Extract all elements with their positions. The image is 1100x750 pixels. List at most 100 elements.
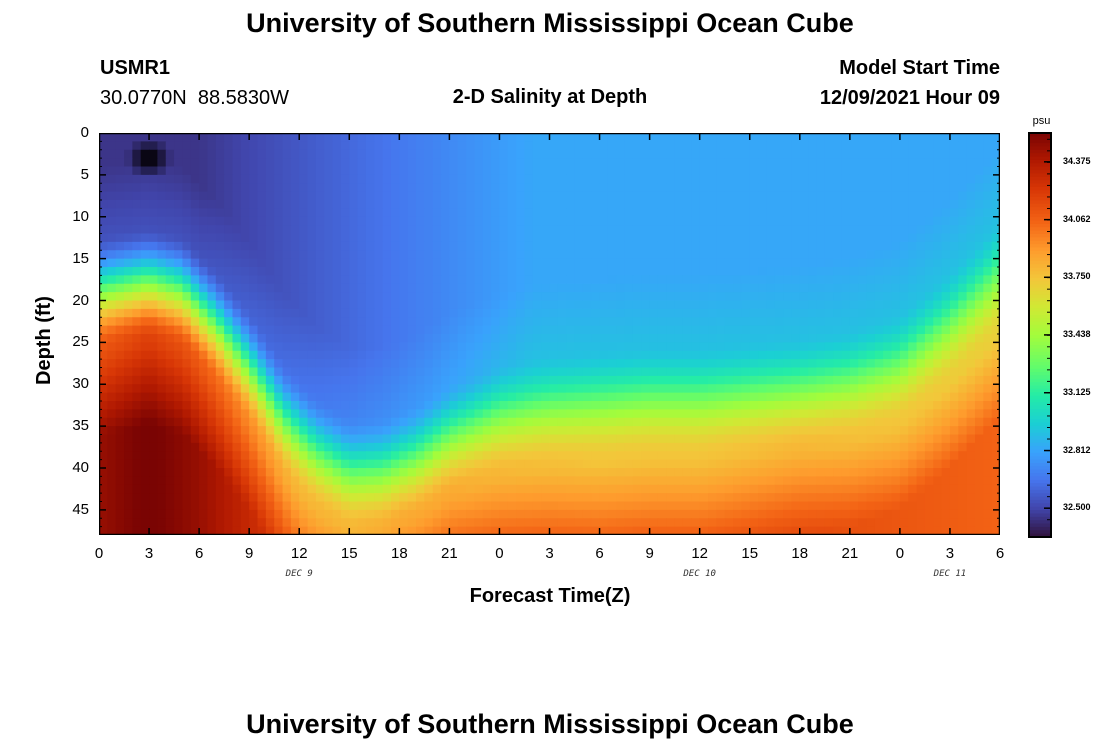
heatmap-cell	[332, 183, 342, 193]
heatmap-cell	[340, 200, 350, 209]
heatmap-cell	[457, 350, 467, 360]
heatmap-cell	[107, 509, 117, 519]
heatmap-cell	[107, 225, 117, 235]
heatmap-cell	[649, 191, 659, 201]
heatmap-cell	[491, 233, 501, 243]
heatmap-cell	[641, 300, 651, 310]
heatmap-cell	[991, 350, 1000, 360]
heatmap-cell	[958, 308, 968, 318]
heatmap-cell	[966, 509, 976, 519]
heatmap-cell	[824, 317, 834, 327]
heatmap-cell	[916, 493, 926, 503]
heatmap-cell	[574, 241, 584, 251]
heatmap-cell	[349, 459, 359, 469]
heatmap-cell	[733, 442, 742, 452]
heatmap-cell	[549, 459, 559, 469]
heatmap-cell	[816, 183, 826, 193]
heatmap-cell	[607, 334, 617, 343]
heatmap-cell	[649, 367, 659, 377]
heatmap-cell	[165, 250, 175, 260]
heatmap-cell	[190, 468, 200, 477]
heatmap-cell	[290, 183, 300, 193]
heatmap-cell	[424, 225, 434, 235]
heatmap-cell	[207, 183, 217, 193]
heatmap-cell	[799, 225, 809, 235]
heatmap-cell	[107, 216, 117, 226]
heatmap-cell	[966, 300, 976, 310]
heatmap-cell	[199, 375, 209, 385]
heatmap-cell	[541, 258, 551, 268]
heatmap-cell	[741, 342, 751, 352]
heatmap-cell	[899, 292, 909, 302]
heatmap-cell	[541, 367, 551, 377]
heatmap-cell	[933, 141, 943, 151]
heatmap-cell	[566, 233, 576, 243]
heatmap-cell	[841, 141, 851, 151]
heatmap-cell	[899, 317, 909, 327]
heatmap-cell	[858, 166, 868, 176]
heatmap-cell	[582, 191, 592, 201]
heatmap-cell	[524, 401, 534, 410]
heatmap-cell	[257, 241, 267, 251]
heatmap-cell	[616, 233, 626, 243]
heatmap-cell	[641, 292, 651, 302]
heatmap-cell	[516, 267, 526, 276]
heatmap-cell	[557, 434, 567, 444]
heatmap-cell	[474, 267, 484, 276]
heatmap-cell	[99, 225, 108, 235]
heatmap-cell	[416, 484, 425, 494]
heatmap-cell	[599, 359, 609, 369]
heatmap-cell	[866, 216, 876, 226]
heatmap-cell	[432, 434, 442, 444]
heatmap-cell	[207, 409, 217, 419]
heatmap-cell	[474, 158, 484, 168]
heatmap-cell	[115, 451, 125, 461]
heatmap-cell	[390, 317, 400, 327]
heatmap-cell	[499, 509, 509, 519]
heatmap-cell	[157, 166, 167, 176]
heatmap-cell	[115, 317, 125, 327]
heatmap-cell	[724, 367, 734, 377]
heatmap-cell	[916, 476, 926, 486]
heatmap-cell	[741, 325, 751, 335]
heatmap-cell	[382, 308, 392, 318]
heatmap-cell	[282, 258, 292, 268]
heatmap-cell	[682, 241, 692, 251]
heatmap-cell	[457, 442, 467, 452]
heatmap-cell	[724, 434, 734, 444]
heatmap-cell	[315, 325, 325, 335]
heatmap-cell	[190, 459, 200, 469]
heatmap-cell	[691, 417, 701, 427]
heatmap-cell	[441, 451, 450, 461]
heatmap-cell	[924, 434, 934, 444]
heatmap-cell	[449, 434, 459, 444]
heatmap-cell	[582, 342, 592, 352]
heatmap-cell	[457, 300, 467, 310]
heatmap-cell	[883, 493, 893, 503]
heatmap-cell	[507, 200, 517, 209]
heatmap-cell	[741, 174, 751, 184]
heatmap-cell	[140, 484, 150, 494]
heatmap-cell	[232, 434, 242, 444]
heatmap-cell	[774, 476, 784, 486]
heatmap-cell	[591, 375, 601, 385]
heatmap-cell	[332, 325, 342, 335]
heatmap-cell	[407, 283, 417, 293]
heatmap-cell	[215, 468, 225, 477]
heatmap-cell	[958, 359, 968, 369]
heatmap-cell	[240, 451, 250, 461]
heatmap-cell	[416, 275, 425, 285]
heatmap-cell	[816, 417, 826, 427]
heatmap-cell	[374, 334, 384, 343]
heatmap-cell	[524, 250, 534, 260]
heatmap-cell	[491, 225, 501, 235]
heatmap-cell	[491, 417, 501, 427]
heatmap-cell	[891, 208, 901, 218]
heatmap-cell	[424, 434, 434, 444]
heatmap-cell	[315, 350, 325, 360]
heatmap-cell	[641, 250, 651, 260]
heatmap-cell	[657, 208, 667, 218]
heatmap-cell	[441, 442, 450, 452]
heatmap-cell	[499, 241, 509, 251]
heatmap-cell	[657, 417, 667, 427]
